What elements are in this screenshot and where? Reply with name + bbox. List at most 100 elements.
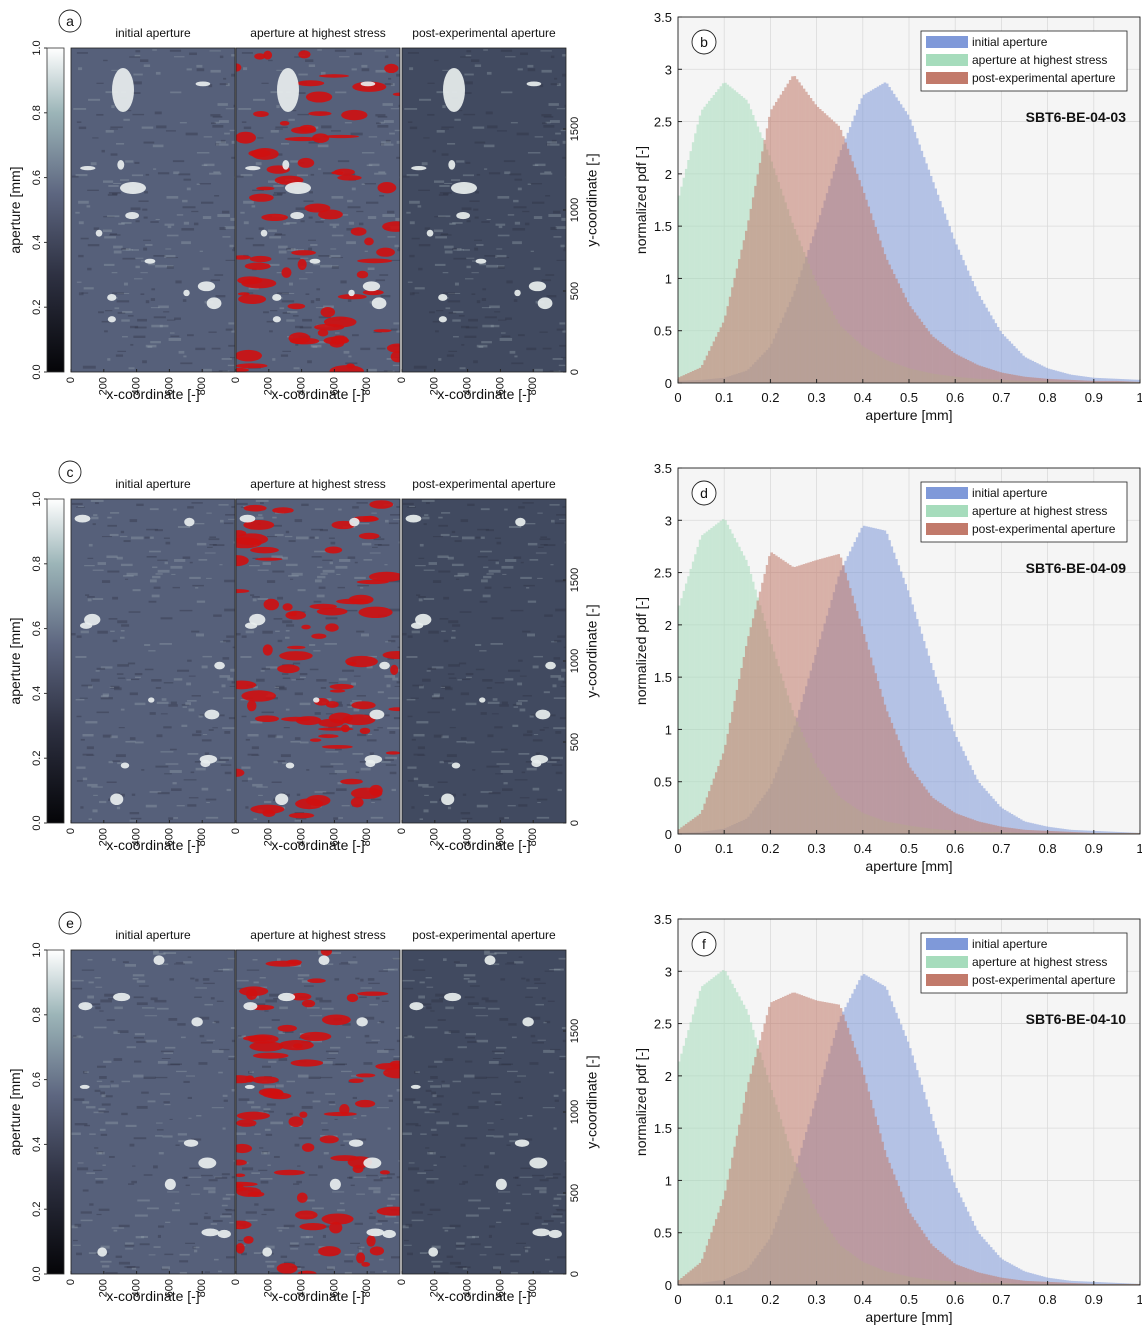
histogram-bar bbox=[1040, 825, 1044, 834]
histogram-bar bbox=[1049, 1278, 1053, 1285]
texture-mark bbox=[222, 236, 231, 238]
texture-mark bbox=[282, 350, 292, 352]
texture-mark bbox=[116, 806, 121, 810]
histogram-bar bbox=[714, 975, 718, 1285]
histogram-bar bbox=[726, 733, 730, 834]
histogram-bar bbox=[724, 82, 727, 384]
histogram-bar bbox=[786, 994, 790, 1285]
texture-mark bbox=[556, 514, 566, 516]
histogram-bar bbox=[927, 655, 931, 834]
contact-area bbox=[261, 213, 288, 222]
histogram-bar bbox=[1096, 380, 1099, 383]
texture-mark bbox=[81, 684, 93, 687]
texture-mark bbox=[267, 229, 277, 233]
histogram-bar bbox=[855, 173, 859, 383]
texture-mark bbox=[115, 754, 126, 758]
texture-mark bbox=[231, 1089, 235, 1092]
colorbar-tick-label: 0.6 bbox=[31, 170, 43, 185]
texture-mark bbox=[85, 721, 98, 724]
texture-mark bbox=[100, 999, 113, 1003]
texture-mark bbox=[274, 234, 286, 236]
texture-mark bbox=[430, 1010, 435, 1012]
histogram-bar bbox=[1075, 830, 1078, 834]
texture-mark bbox=[344, 1260, 354, 1263]
histogram-bar bbox=[682, 1276, 686, 1285]
texture-mark bbox=[275, 685, 285, 689]
texture-mark bbox=[544, 614, 553, 617]
texture-mark bbox=[152, 49, 157, 51]
texture-mark bbox=[520, 561, 524, 564]
texture-mark bbox=[76, 121, 82, 123]
contact-area bbox=[236, 1111, 270, 1120]
texture-mark bbox=[320, 218, 325, 221]
texture-mark bbox=[487, 701, 500, 704]
texture-mark bbox=[183, 178, 192, 181]
texture-mark bbox=[553, 236, 562, 238]
texture-mark bbox=[118, 222, 125, 225]
texture-mark bbox=[440, 128, 449, 130]
texture-mark bbox=[290, 247, 296, 251]
texture-mark bbox=[308, 1174, 318, 1176]
texture-mark bbox=[545, 1020, 551, 1024]
texture-mark bbox=[182, 199, 188, 203]
histogram-bar bbox=[975, 1230, 979, 1285]
histogram-bar bbox=[1075, 380, 1078, 383]
texture-mark bbox=[227, 957, 235, 960]
texture-mark bbox=[356, 1193, 365, 1195]
texture-mark bbox=[435, 993, 447, 997]
histogram-bar bbox=[969, 1216, 972, 1285]
texture-mark bbox=[472, 126, 485, 129]
y-tick-label: 3.5 bbox=[654, 461, 672, 476]
texture-mark bbox=[462, 1180, 468, 1184]
texture-mark bbox=[500, 1118, 504, 1120]
texture-mark bbox=[533, 267, 541, 271]
histogram-bar bbox=[839, 129, 843, 383]
texture-mark bbox=[205, 798, 217, 801]
texture-mark bbox=[256, 786, 268, 788]
texture-mark bbox=[300, 1236, 310, 1239]
texture-mark bbox=[208, 84, 213, 88]
texture-mark bbox=[406, 211, 411, 214]
histogram-bar bbox=[1100, 378, 1104, 383]
histogram-bar bbox=[855, 611, 859, 834]
texture-mark bbox=[392, 364, 400, 367]
histogram-bar bbox=[890, 722, 894, 834]
texture-mark bbox=[224, 579, 235, 583]
texture-mark bbox=[183, 961, 193, 964]
texture-mark bbox=[208, 1179, 218, 1182]
histogram-bar bbox=[909, 119, 912, 383]
histogram-bar bbox=[747, 220, 750, 383]
texture-mark bbox=[373, 1179, 383, 1182]
texture-mark bbox=[473, 360, 478, 364]
histogram-bar bbox=[934, 676, 938, 834]
histogram-bar bbox=[1059, 828, 1062, 834]
texture-mark bbox=[497, 265, 505, 269]
texture-mark bbox=[285, 530, 290, 534]
colorbar-tick-label: 0.0 bbox=[31, 1266, 43, 1281]
texture-mark bbox=[275, 630, 280, 633]
texture-mark bbox=[150, 307, 160, 309]
texture-mark bbox=[452, 624, 461, 627]
texture-mark bbox=[177, 1133, 187, 1136]
texture-mark bbox=[448, 677, 457, 679]
texture-mark bbox=[157, 559, 168, 561]
histogram-bar bbox=[731, 1157, 734, 1285]
texture-mark bbox=[241, 52, 253, 54]
texture-mark bbox=[295, 678, 305, 681]
texture-mark bbox=[524, 1246, 531, 1249]
histogram-bar bbox=[724, 520, 727, 834]
texture-mark bbox=[117, 762, 123, 765]
texture-mark bbox=[101, 580, 111, 583]
histogram-bar bbox=[1054, 370, 1058, 383]
histogram-bar bbox=[878, 85, 882, 384]
contact-area bbox=[355, 1099, 376, 1108]
texture-mark bbox=[273, 618, 283, 620]
map-x-tick-label: 600 bbox=[163, 828, 175, 846]
histogram-bar bbox=[1121, 379, 1125, 383]
texture-mark bbox=[168, 817, 173, 820]
texture-mark bbox=[353, 708, 360, 712]
texture-mark bbox=[462, 1267, 468, 1270]
texture-mark bbox=[500, 770, 513, 773]
texture-mark bbox=[448, 762, 454, 765]
histogram-bar bbox=[1031, 377, 1035, 383]
